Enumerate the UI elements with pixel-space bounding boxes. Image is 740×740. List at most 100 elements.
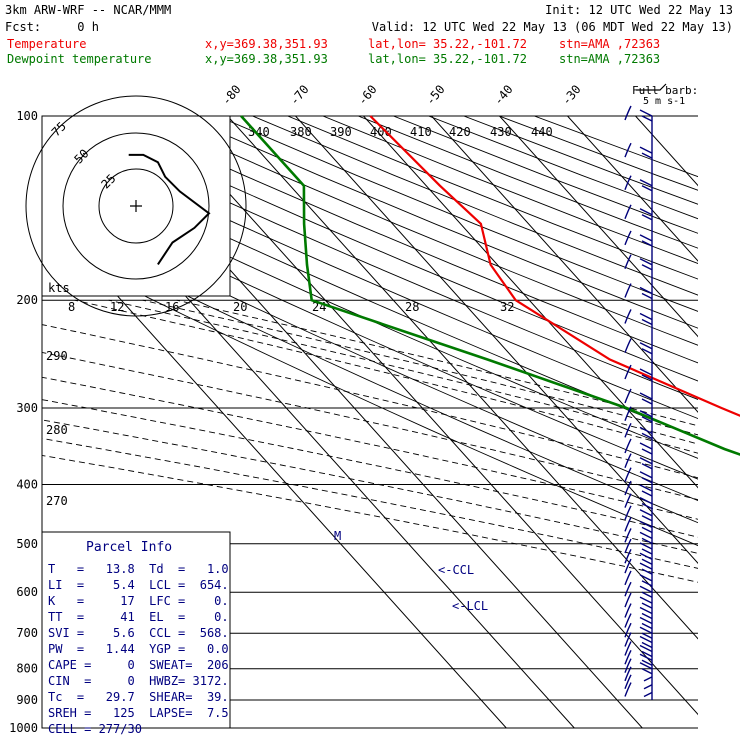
wind-barb-staff	[624, 674, 632, 690]
wind-barb	[639, 234, 653, 247]
parcel-info-title: Parcel Info	[86, 540, 172, 555]
parcel-row-10: SREH = 125 LAPSE= 7.5	[48, 706, 229, 720]
isotherm-line	[227, 116, 698, 640]
wind-barb-staff	[624, 603, 632, 618]
wind-barb-staff	[624, 480, 632, 496]
wind-barb-staff	[624, 493, 632, 508]
wind-barb	[643, 676, 653, 682]
dewpoint-xy: x,y=369.38,351.93	[205, 52, 328, 66]
wind-barb	[639, 109, 653, 122]
wind-barb-staff	[624, 632, 632, 647]
moist-adiabat-line	[42, 376, 698, 520]
hodograph-ring-middle	[62, 132, 210, 280]
hodograph-speed-label: 28	[405, 300, 419, 314]
dry-adiabat-line	[393, 116, 698, 234]
wind-barb-staff	[624, 254, 632, 269]
isotherm-label: -60	[355, 82, 380, 108]
wind-barb	[639, 497, 653, 510]
wind-barb-staff	[624, 548, 632, 564]
wind-barb	[639, 146, 653, 159]
isotherm-line	[499, 116, 698, 338]
wind-barb	[639, 457, 653, 470]
temperature-legend-label: Temperature	[7, 37, 86, 51]
pressure-tick-label: 1000	[9, 721, 38, 735]
dry-adiabat-line	[498, 116, 698, 191]
temperature-xy: x,y=369.38,351.93	[205, 37, 328, 51]
wind-barb-staff	[624, 581, 632, 597]
theta-e-label: 380	[290, 125, 312, 139]
theta-e-label: 440	[531, 125, 553, 139]
wind-barb	[639, 644, 653, 658]
isotherm-label: -50	[423, 82, 448, 108]
wind-barb	[639, 662, 653, 675]
wind-barb-staff	[624, 204, 632, 220]
dewpoint-latlon: lat,lon= 35.22,-101.72	[368, 52, 527, 66]
parcel-info-frame	[41, 531, 231, 729]
wind-barb-staff	[624, 364, 632, 380]
moist-adiabat-line	[42, 399, 698, 538]
moist-adiabat-line	[42, 351, 698, 501]
isotherm-line	[159, 116, 698, 716]
pressure-tick-label: 400	[16, 477, 38, 491]
isotherm-line	[431, 116, 698, 413]
isotherm-label: -70	[287, 82, 312, 108]
theta-e-label: 410	[410, 125, 432, 139]
wind-barb	[639, 179, 653, 192]
dry-adiabat-line	[42, 244, 698, 547]
pressure-tick-label: 900	[16, 693, 38, 707]
theta-e-label: 430	[490, 125, 512, 139]
hodograph-ring-inner	[98, 168, 174, 244]
barb-legend-icon	[636, 83, 667, 91]
parcel-row-4: TT = 41 EL = 0.	[48, 610, 229, 624]
hodograph: kts 75 50 25	[25, 95, 247, 317]
isotherm-line	[363, 116, 698, 489]
dry-adiabat-line	[42, 149, 698, 439]
hodograph-speed-label: 16	[165, 300, 179, 314]
theta-e-label: 420	[449, 125, 471, 139]
theta-label: 280	[46, 423, 68, 437]
wind-barb-staff	[624, 682, 632, 697]
wind-barb-staff	[624, 338, 632, 353]
wind-barb	[639, 552, 653, 565]
isotherm-label: -40	[491, 82, 516, 108]
wind-barb-staff	[624, 538, 632, 554]
isotherm-label: -30	[559, 82, 584, 108]
wind-barb	[639, 208, 653, 221]
ccl-marker: <-CCL	[438, 563, 474, 577]
parcel-info-box: Parcel Info T = 13.8 Td = 1.0 LI = 5.4 L…	[41, 531, 231, 736]
parcel-row-3: K = 17 LFC = 0.	[48, 594, 229, 608]
hodograph-center-mark	[130, 200, 142, 212]
m-marker: M	[334, 529, 341, 543]
wind-barb	[639, 312, 653, 326]
dry-adiabat-line	[42, 116, 698, 401]
wind-barb	[639, 410, 653, 423]
wind-barb	[639, 471, 653, 484]
wind-barb-staff	[624, 505, 632, 521]
lcl-marker: <-LCL	[452, 599, 488, 613]
wind-barb-staff	[624, 649, 632, 665]
init-time: Init: 12 UTC Wed 22 May 13	[545, 3, 733, 17]
wind-barb-staff	[624, 467, 632, 482]
wind-barb-staff	[624, 438, 632, 454]
wind-barb-staff	[624, 528, 632, 543]
wind-barb-staff	[624, 283, 632, 298]
moist-adiabat-line	[42, 419, 698, 554]
wind-barb-staff	[624, 558, 632, 574]
theta-label: 290	[46, 349, 68, 363]
hodograph-speed-label: 32	[500, 300, 514, 314]
wind-barb	[639, 626, 653, 639]
temperature-latlon: lat,lon= 35.22,-101.72	[368, 37, 527, 51]
dry-adiabat-line	[42, 224, 698, 524]
wind-barb	[639, 520, 653, 533]
parcel-row-7: CAPE = 0 SWEAT= 206	[48, 658, 229, 672]
pressure-tick-label: 500	[16, 537, 38, 551]
wind-barb	[639, 442, 653, 455]
wind-barb	[639, 574, 653, 587]
wind-barb	[639, 562, 653, 575]
wind-barb-staff	[624, 309, 632, 324]
moist-adiabat-line	[42, 324, 698, 479]
parcel-row-9: Tc = 29.7 SHEAR= 39.	[48, 690, 229, 704]
pressure-tick-label: 300	[16, 401, 38, 415]
